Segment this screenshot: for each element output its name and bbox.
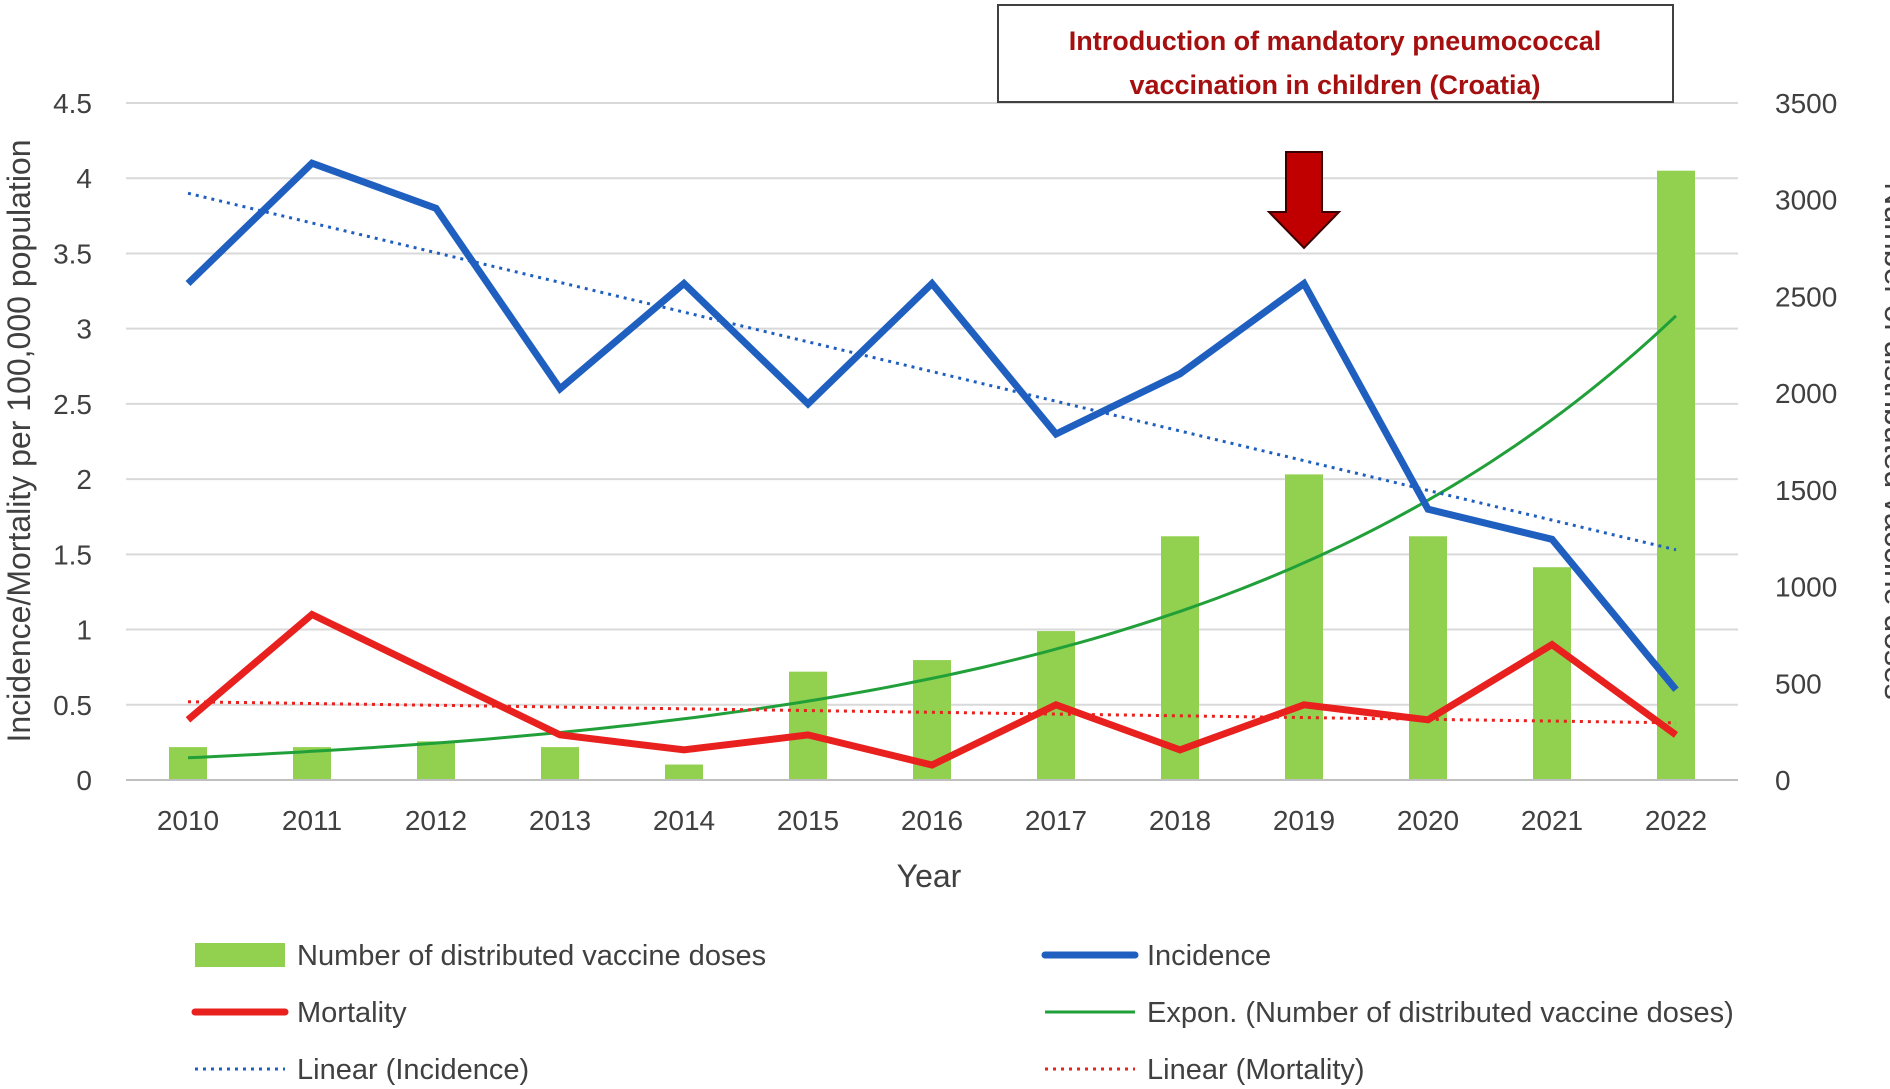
legend-linear-mortality-label: Linear (Mortality): [1147, 1054, 1365, 1086]
x-tick-label: 2010: [157, 805, 219, 836]
vaccine-doses-bar: [789, 671, 827, 780]
annotation-text-line: vaccination in children (Croatia): [1129, 70, 1540, 100]
y-left-axis-title: Incidence/Mortality per 100,000 populati…: [1, 139, 37, 742]
x-tick-label: 2020: [1397, 805, 1459, 836]
y-right-tick-label: 1500: [1775, 475, 1837, 506]
annotation-box: [997, 4, 1674, 103]
y-right-tick-label: 1000: [1775, 572, 1837, 603]
legend-vaccine-doses-swatch: [195, 943, 285, 967]
x-tick-label: 2017: [1025, 805, 1087, 836]
vaccine-doses-bar: [1533, 567, 1571, 780]
y-left-tick-label: 4: [76, 163, 92, 194]
vaccine-doses-bar: [665, 764, 703, 780]
annotation-text-line: Introduction of mandatory pneumococcal: [1069, 26, 1602, 56]
y-left-tick-label: 1: [76, 615, 92, 646]
y-left-tick-label: 0: [76, 765, 92, 796]
x-tick-label: 2015: [777, 805, 839, 836]
linear-incidence-trendline: [187, 191, 1677, 552]
x-tick-label: 2021: [1521, 805, 1583, 836]
y-left-tick-label: 2.5: [53, 389, 92, 420]
y-left-tick-label: 3.5: [53, 238, 92, 269]
y-right-tick-label: 500: [1775, 668, 1822, 699]
down-arrow-icon: [1266, 151, 1342, 250]
x-tick-label: 2019: [1273, 805, 1335, 836]
x-tick-label: 2013: [529, 805, 591, 836]
y-right-tick-label: 3000: [1775, 185, 1837, 216]
x-tick-label: 2011: [282, 805, 342, 836]
x-tick-label: 2018: [1149, 805, 1211, 836]
y-left-tick-label: 2: [76, 464, 92, 495]
y-right-tick-label: 2000: [1775, 378, 1837, 409]
legend-mortality-label: Mortality: [297, 997, 407, 1029]
x-tick-label: 2014: [653, 805, 715, 836]
vaccine-doses-bar: [1285, 474, 1323, 780]
y-right-tick-label: 3500: [1775, 88, 1837, 119]
vaccine-doses-bar: [1161, 536, 1199, 780]
vaccine-doses-bar: [169, 747, 207, 780]
legend-linear-incidence-label: Linear (Incidence): [297, 1054, 529, 1086]
y-right-tick-label: 2500: [1775, 281, 1837, 312]
vaccine-doses-bar: [1409, 536, 1447, 780]
x-tick-label: 2022: [1645, 805, 1707, 836]
y-left-tick-label: 4.5: [53, 88, 92, 119]
vaccine-doses-bar: [541, 747, 579, 780]
y-left-tick-label: 0.5: [53, 690, 92, 721]
y-right-tick-label: 0: [1775, 765, 1791, 796]
y-left-tick-label: 3: [76, 314, 92, 345]
legend-expon-doses-label: Expon. (Number of distributed vaccine do…: [1147, 997, 1734, 1029]
x-tick-label: 2012: [405, 805, 467, 836]
expon-doses-trendline: [187, 314, 1678, 760]
legend-incidence-label: Incidence: [1147, 940, 1271, 972]
vaccine-doses-bar: [417, 741, 455, 780]
legend-vaccine-doses-label: Number of distributed vaccine doses: [297, 940, 766, 972]
incidence-line: [185, 159, 1679, 692]
x-axis-title: Year: [897, 858, 962, 894]
mortality-line: [185, 610, 1679, 769]
y-left-tick-label: 1.5: [53, 539, 92, 570]
x-tick-label: 2016: [901, 805, 963, 836]
y-right-axis-title: Number of distributed vaccine doses: [1878, 182, 1890, 700]
